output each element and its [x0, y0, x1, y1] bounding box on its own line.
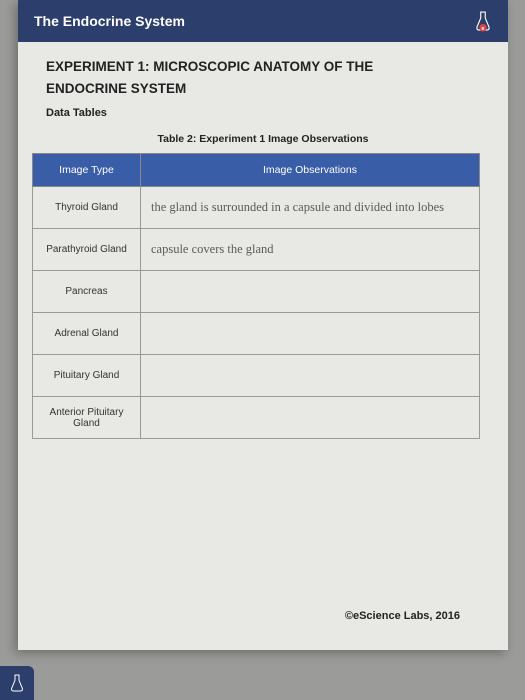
table-row: Pituitary Gland — [33, 355, 480, 397]
table-row: Pancreas — [33, 271, 480, 313]
row-label: Pituitary Gland — [33, 355, 141, 397]
table-row: Adrenal Gland — [33, 313, 480, 355]
title-line2: ENDOCRINE SYSTEM — [46, 81, 186, 96]
svg-text:e: e — [482, 26, 485, 32]
col-header-observations: Image Observations — [141, 154, 480, 187]
row-observation — [141, 355, 480, 397]
section-label: Data Tables — [46, 107, 480, 119]
table-row: Anterior Pituitary Gland — [33, 397, 480, 439]
row-label: Adrenal Gland — [33, 313, 141, 355]
header-bar: The Endocrine System e — [18, 0, 508, 42]
row-label: Parathyroid Gland — [33, 229, 141, 271]
table-row: Parathyroid Gland capsule covers the gla… — [33, 229, 480, 271]
experiment-title: EXPERIMENT 1: MICROSCOPIC ANATOMY OF THE… — [46, 56, 480, 99]
row-observation: capsule covers the gland — [141, 229, 480, 271]
table-header-row: Image Type Image Observations — [33, 154, 480, 187]
table-row: Thyroid Gland the gland is surrounded in… — [33, 187, 480, 229]
row-observation — [141, 313, 480, 355]
content-area: EXPERIMENT 1: MICROSCOPIC ANATOMY OF THE… — [18, 42, 508, 439]
row-label: Pancreas — [33, 271, 141, 313]
row-observation: the gland is surrounded in a capsule and… — [141, 187, 480, 229]
row-observation — [141, 397, 480, 439]
row-label: Anterior Pituitary Gland — [33, 397, 141, 439]
title-line1: EXPERIMENT 1: MICROSCOPIC ANATOMY OF THE — [46, 59, 373, 74]
header-title: The Endocrine System — [34, 13, 185, 29]
observations-table: Image Type Image Observations Thyroid Gl… — [32, 153, 480, 439]
copyright-footer: ©eScience Labs, 2016 — [345, 610, 460, 622]
table-caption: Table 2: Experiment 1 Image Observations — [46, 133, 480, 145]
row-observation — [141, 271, 480, 313]
col-header-image-type: Image Type — [33, 154, 141, 187]
flask-icon: e — [474, 10, 492, 32]
row-label: Thyroid Gland — [33, 187, 141, 229]
corner-flask-icon — [0, 666, 34, 700]
document-page: The Endocrine System e EXPERIMENT 1: MIC… — [18, 0, 508, 650]
